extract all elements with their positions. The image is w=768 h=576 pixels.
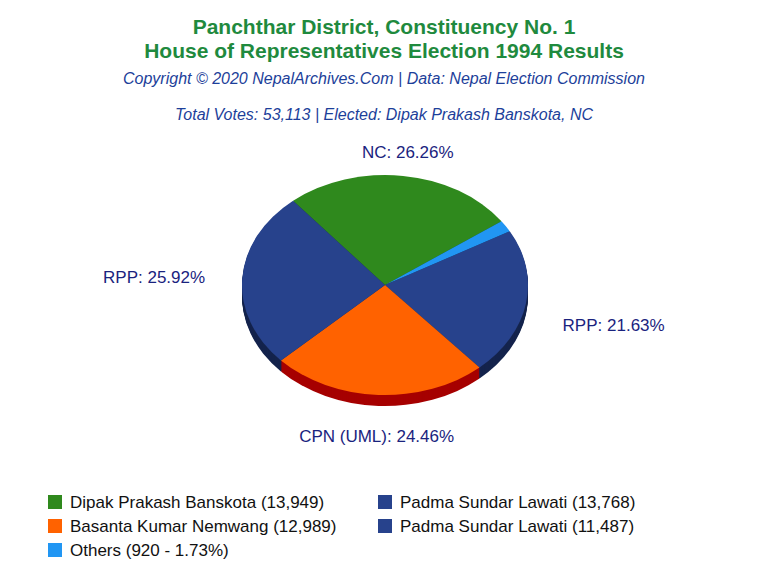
legend-swatch (378, 495, 392, 509)
title: Panchthar District, Constituency No. 1 (193, 15, 576, 38)
legend-swatch (48, 519, 62, 533)
legend-label: Dipak Prakash Banskota (13,949) (70, 493, 324, 512)
pie (242, 175, 528, 395)
data-label: RPP: 21.63% (563, 316, 665, 335)
background (0, 0, 768, 576)
annotation: Total Votes: 53,113 | Elected: Dipak Pra… (175, 106, 593, 123)
pie-sides (242, 176, 528, 406)
data-label: CPN (UML): 24.46% (299, 427, 454, 446)
legend-swatch (48, 543, 62, 557)
source: Copyright © 2020 NepalArchives.Com | Dat… (123, 70, 645, 87)
legend-label: Padma Sundar Lawati (13,768) (400, 493, 635, 512)
data-label: RPP: 25.92% (103, 268, 205, 287)
legend-label: Padma Sundar Lawati (11,487) (400, 517, 634, 536)
data-label: NC: 26.26% (362, 143, 454, 162)
chart: Panchthar District, Constituency No. 1Ho… (0, 0, 768, 576)
subtitle: House of Representatives Election 1994 R… (144, 39, 624, 62)
legend: Dipak Prakash Banskota (13,949) Padma Sun… (48, 493, 635, 560)
legend-label: Others (920 - 1.73%) (70, 541, 229, 560)
legend-swatch (378, 519, 392, 533)
legend-label: Basanta Kumar Nemwang (12,989) (70, 517, 336, 536)
legend-swatch (48, 495, 62, 509)
slice (242, 201, 385, 361)
